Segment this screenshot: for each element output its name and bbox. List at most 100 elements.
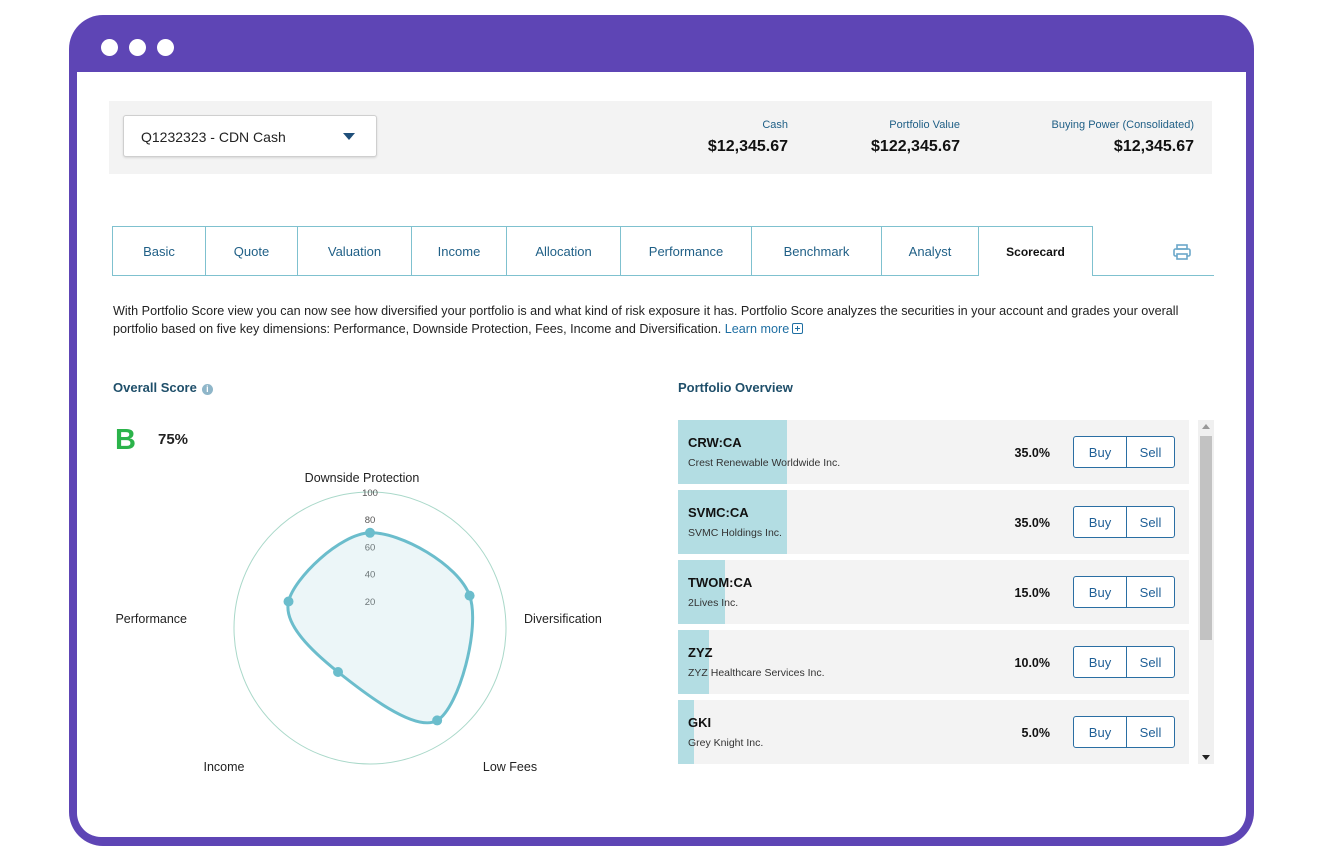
buying-power-value: $12,345.67 — [1113, 138, 1194, 155]
radar-point — [464, 590, 475, 601]
sell-button[interactable]: Sell — [1139, 444, 1162, 460]
weight-bar — [678, 700, 694, 764]
holding-symbol: TWOM:CA — [688, 575, 753, 590]
holding-symbol: SVMC:CA — [688, 505, 749, 520]
radar-axis-downside-protection: Downside Protection — [305, 471, 420, 485]
buying-power-label: Buying Power (Consolidated) — [1051, 119, 1194, 131]
window-dot-icon[interactable] — [157, 39, 174, 56]
holding-name: 2Lives Inc. — [688, 597, 739, 609]
list-item: GKI Grey Knight Inc. 5.0% Buy Sell — [678, 700, 1189, 764]
score-percent: 75% — [158, 431, 189, 448]
radar-axis-diversification: Diversification — [524, 612, 602, 626]
trade-buttons: Buy Sell — [1073, 646, 1175, 678]
list-item: CRW:CA Crest Renewable Worldwide Inc. 35… — [678, 420, 1189, 484]
scroll-down-icon[interactable] — [1202, 755, 1210, 760]
window-dot-icon[interactable] — [101, 39, 118, 56]
radar-point — [333, 667, 344, 678]
holding-weight: 10.0% — [1014, 656, 1050, 670]
holding-weight: 5.0% — [1021, 726, 1051, 740]
tab-bar: Basic Quote Valuation Income Allocation … — [112, 226, 1093, 276]
account-select[interactable]: Q1232323 - CDN Cash — [123, 115, 377, 157]
radar-tick-label: 60 — [365, 542, 376, 553]
trade-buttons: Buy Sell — [1073, 506, 1175, 538]
holding-name: Crest Renewable Worldwide Inc. — [688, 457, 841, 469]
buy-button[interactable]: Buy — [1074, 647, 1127, 677]
trade-buttons: Buy Sell — [1073, 436, 1175, 468]
tab-allocation[interactable]: Allocation — [506, 226, 620, 276]
weight-bar — [678, 490, 787, 554]
radar-chart: 20 40 60 80 100 Downside Protection Diversif… — [115, 471, 602, 774]
tab-scorecard[interactable]: Scorecard — [978, 226, 1093, 276]
scroll-thumb[interactable] — [1200, 436, 1212, 640]
radar-point — [283, 596, 294, 607]
buy-button[interactable]: Buy — [1074, 717, 1127, 747]
radar-tick-label: 80 — [365, 515, 376, 526]
holding-weight: 15.0% — [1014, 586, 1050, 600]
portfolio-value: $122,345.67 — [871, 138, 960, 155]
weight-bar — [678, 420, 787, 484]
buy-button[interactable]: Buy — [1074, 577, 1127, 607]
tab-underline — [1093, 275, 1214, 276]
holding-symbol: ZYZ — [688, 645, 713, 660]
portfolio-value-label: Portfolio Value — [889, 119, 960, 131]
radar-point — [365, 527, 375, 538]
holdings-list: CRW:CA Crest Renewable Worldwide Inc. 35… — [678, 420, 1214, 764]
sell-button[interactable]: Sell — [1139, 654, 1162, 670]
holding-weight: 35.0% — [1014, 516, 1050, 530]
radar-point — [432, 715, 443, 726]
tab-basic[interactable]: Basic — [112, 226, 205, 276]
window-controls — [101, 39, 174, 56]
sell-button[interactable]: Sell — [1139, 724, 1162, 740]
radar-tick-label: 20 — [365, 597, 376, 608]
account-select-value: Q1232323 - CDN Cash — [141, 129, 286, 145]
tab-valuation[interactable]: Valuation — [297, 226, 411, 276]
intro-text: With Portfolio Score view you can now se… — [113, 302, 1203, 338]
cash-value: $12,345.67 — [707, 138, 788, 155]
tab-income[interactable]: Income — [411, 226, 506, 276]
window-dot-icon[interactable] — [129, 39, 146, 56]
weight-bar — [678, 560, 725, 624]
list-item: SVMC:CA SVMC Holdings Inc. 35.0% Buy Sel… — [678, 490, 1189, 554]
tab-benchmark[interactable]: Benchmark — [751, 226, 881, 276]
info-icon[interactable]: i — [201, 384, 213, 395]
buy-button[interactable]: Buy — [1074, 507, 1127, 537]
sell-button[interactable]: Sell — [1139, 514, 1162, 530]
scroll-up-icon[interactable] — [1202, 424, 1210, 429]
account-summary-bar: Q1232323 - CDN Cash Cash $12,345.67 Port… — [109, 101, 1212, 174]
radar-axis-income: Income — [204, 760, 245, 774]
learn-more-label: Learn more — [724, 322, 790, 336]
portfolio-overview-title: Portfolio Overview — [678, 380, 793, 395]
list-item: TWOM:CA 2Lives Inc. 15.0% Buy Sell — [678, 560, 1189, 624]
holding-name: SVMC Holdings Inc. — [688, 527, 782, 539]
trade-buttons: Buy Sell — [1073, 716, 1175, 748]
radar-axis-low-fees: Low Fees — [483, 760, 537, 774]
holding-name: Grey Knight Inc. — [688, 737, 764, 749]
radar-tick-label: 100 — [362, 488, 378, 499]
tab-analyst[interactable]: Analyst — [881, 226, 978, 276]
print-icon[interactable] — [1173, 244, 1191, 260]
learn-more-link[interactable]: Learn more — [724, 322, 804, 336]
radar-tick-labels: 20 40 60 80 100 — [362, 488, 378, 608]
radar-tick-label: 40 — [365, 570, 376, 581]
browser-window: Q1232323 - CDN Cash Cash $12,345.67 Port… — [69, 15, 1254, 846]
holding-symbol: GKI — [688, 715, 712, 730]
overall-score-title: Overall Score — [113, 380, 197, 395]
holding-weight: 35.0% — [1014, 446, 1050, 460]
portfolio-value-stat: Portfolio Value $122,345.67 — [871, 119, 960, 156]
buying-power-stat: Buying Power (Consolidated) $12,345.67 — [1052, 119, 1194, 156]
cash-label: Cash — [762, 119, 788, 131]
tab-performance[interactable]: Performance — [620, 226, 751, 276]
page-content: Q1232323 - CDN Cash Cash $12,345.67 Port… — [77, 72, 1246, 837]
radar-axis-performance: Performance — [115, 612, 187, 626]
holdings-scrollbar[interactable] — [1198, 420, 1214, 764]
plus-box-icon — [792, 323, 804, 334]
overall-score-heading: Overall Score i — [113, 380, 213, 395]
tab-quote[interactable]: Quote — [205, 226, 297, 276]
buy-button[interactable]: Buy — [1074, 437, 1127, 467]
holding-symbol: CRW:CA — [688, 435, 742, 450]
chevron-down-icon[interactable] — [343, 133, 355, 140]
holding-name: ZYZ Healthcare Services Inc. — [688, 667, 825, 679]
trade-buttons: Buy Sell — [1073, 576, 1175, 608]
sell-button[interactable]: Sell — [1139, 584, 1162, 600]
weight-bar — [678, 630, 709, 694]
